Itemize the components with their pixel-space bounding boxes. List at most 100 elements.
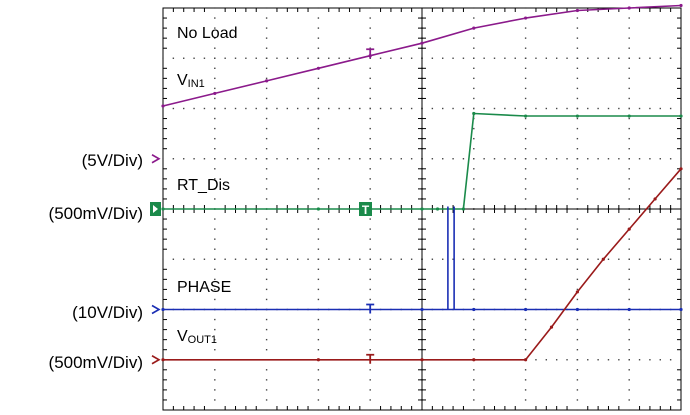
grid-dot: [628, 137, 630, 140]
grid-dot: [317, 168, 320, 170]
grid-dot: [649, 57, 651, 59]
series-rt-dis-point: [524, 114, 528, 118]
grid-dot: [369, 238, 371, 240]
grid-dot: [504, 258, 506, 260]
grid-dot: [524, 77, 527, 80]
grid-dot: [576, 248, 579, 250]
grid-dot: [214, 17, 216, 19]
grid-dot: [214, 178, 216, 180]
grid-dot: [535, 359, 537, 361]
grid-dot: [317, 107, 320, 110]
grid-dot: [317, 148, 320, 150]
grid-dot: [524, 97, 527, 100]
grid-dot: [659, 158, 661, 160]
trigger-marker: [359, 202, 372, 216]
grid-dot: [203, 158, 206, 160]
grid-dot: [317, 218, 320, 220]
grid-dot: [638, 107, 641, 110]
grid-dot: [214, 258, 216, 260]
grid-dot: [628, 318, 630, 321]
grid-dot: [576, 338, 579, 341]
grid-dot: [214, 379, 216, 381]
grid-dot: [265, 338, 268, 341]
grid-dot: [317, 188, 320, 190]
grid-dot: [524, 27, 527, 29]
marker-vin1-arrow: [151, 154, 161, 164]
grid-dot: [473, 318, 475, 321]
grid-dot: [587, 359, 589, 361]
grid-dot: [214, 148, 216, 150]
grid-dot: [265, 127, 268, 130]
grid-dot: [265, 399, 268, 401]
grid-dot: [265, 369, 268, 371]
grid-dot: [473, 248, 475, 250]
grid-dot: [369, 117, 371, 120]
grid-dot: [369, 268, 371, 270]
grid-dot: [628, 27, 630, 29]
series-rt-dis-point: [627, 114, 631, 118]
grid-dot: [473, 97, 475, 100]
grid-dot: [576, 389, 579, 391]
grid-dot: [307, 57, 309, 59]
grid-dot: [328, 158, 330, 160]
grid-dot: [359, 107, 361, 110]
grid-dot: [245, 258, 247, 260]
position-cursor: [366, 353, 375, 364]
grid-dot: [473, 278, 475, 281]
grid-dot: [524, 107, 527, 110]
grid-dot: [317, 57, 320, 59]
grid-dot: [524, 379, 527, 381]
grid-dot: [265, 379, 268, 381]
grid-dot: [473, 77, 475, 80]
grid-dot: [265, 288, 268, 291]
grid-dot: [214, 87, 216, 90]
grid-dot: [286, 57, 289, 59]
series-rt-dis-point: [435, 207, 440, 211]
grid-dot: [576, 17, 579, 19]
grid-dot: [576, 399, 579, 401]
grid-dot: [473, 127, 475, 130]
grid-dot: [369, 7, 371, 9]
grid-dot: [369, 198, 371, 200]
grid-dot: [162, 258, 164, 260]
grid-dot: [317, 349, 320, 351]
grid-dot: [638, 359, 641, 361]
grid-dot: [473, 389, 475, 391]
grid-dot: [265, 228, 268, 230]
grid-dot: [265, 278, 268, 281]
series-rt-dis-point: [679, 114, 683, 118]
grid-dot: [214, 228, 216, 230]
series-vin1-point: [420, 41, 424, 45]
grid-dot: [576, 47, 579, 49]
grid-dot: [234, 158, 237, 160]
grid-dot: [369, 17, 371, 19]
grid-dot: [317, 399, 320, 401]
grid-dot: [514, 158, 516, 160]
grid-dot: [255, 258, 257, 260]
grid-dot: [245, 57, 247, 59]
grid-dot: [369, 278, 371, 281]
grid-dot: [524, 188, 527, 190]
grid-dot: [628, 248, 630, 250]
grid-dot: [638, 158, 641, 160]
series-vout1-point: [472, 358, 476, 362]
grid-dot: [348, 258, 351, 260]
grid-dot: [628, 17, 630, 19]
grid-dot: [369, 77, 371, 80]
grid-dot: [317, 198, 320, 200]
grid-dot: [265, 198, 268, 200]
grid-dot: [628, 168, 630, 170]
series-phase-point: [627, 307, 631, 312]
grid-dot: [524, 338, 527, 341]
grid-dot: [566, 158, 568, 160]
grid-dot: [649, 258, 651, 260]
grid-dot: [265, 27, 268, 29]
grid-dot: [369, 137, 371, 140]
grid-dot: [473, 288, 475, 291]
grid-dot: [576, 178, 579, 180]
grid-dot: [214, 117, 216, 120]
grid-dot: [576, 97, 579, 100]
grid-dot: [669, 57, 672, 59]
grid-dot: [214, 349, 216, 351]
grid-dot: [473, 37, 475, 39]
